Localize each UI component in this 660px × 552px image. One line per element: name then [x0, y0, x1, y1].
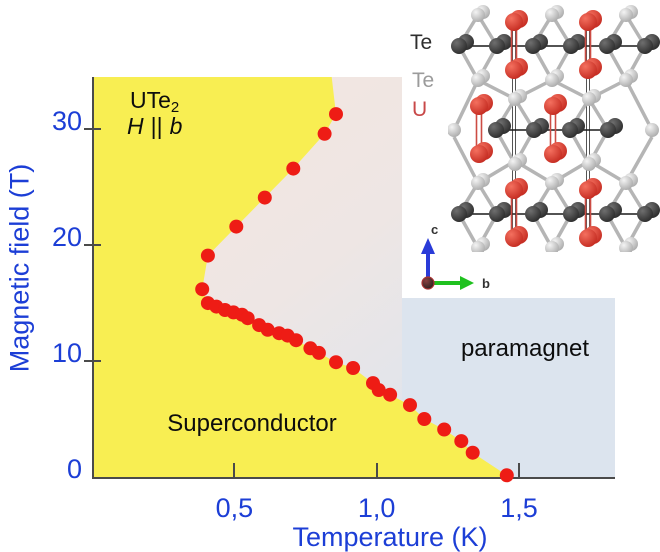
data-point	[229, 219, 244, 234]
data-point	[260, 322, 275, 337]
crystal-band-bottom	[449, 171, 660, 252]
crystal-axes-indicator: c b	[421, 222, 490, 291]
data-point	[329, 355, 343, 370]
x-tick-mark	[375, 463, 378, 477]
data-point	[289, 333, 304, 348]
data-point	[195, 282, 210, 297]
data-point	[317, 126, 332, 141]
crystal-cell-edges	[512, 14, 590, 242]
data-point	[329, 107, 343, 122]
x-tick-label: 1,5	[500, 493, 538, 523]
data-point	[454, 434, 469, 449]
field-direction-label: H || b	[127, 113, 183, 139]
superconductor-region	[94, 77, 507, 477]
legend-te-gray: Te	[412, 69, 435, 92]
data-point	[417, 412, 432, 426]
data-point	[371, 383, 386, 397]
y-tick-label: 30	[51, 106, 82, 137]
y-tick-mark	[84, 128, 101, 131]
data-point	[437, 422, 452, 437]
x-tick-mark	[518, 463, 521, 477]
x-tick-label: 1,0	[357, 493, 396, 523]
x-tick-label: 0,5	[215, 493, 254, 523]
data-point	[383, 387, 398, 402]
a-axis-origin-dot	[421, 276, 435, 290]
phase-boundary-points	[195, 107, 514, 483]
data-point	[240, 311, 255, 326]
crystal-band-middle	[448, 87, 659, 173]
y-tick-label: 0	[66, 454, 82, 484]
b-axis-label: b	[482, 276, 490, 291]
crystal-structure-image	[448, 3, 660, 252]
x-tick-mark	[233, 463, 236, 477]
x-axis-title: Temperature (K)	[292, 522, 488, 552]
data-point	[200, 248, 215, 263]
y-tick-label: 20	[51, 222, 82, 253]
c-axis-label: c	[431, 222, 438, 237]
data-point	[311, 345, 326, 360]
legend-u: U	[412, 98, 428, 121]
data-point	[346, 361, 361, 375]
y-tick-mark	[84, 360, 101, 363]
compound-subscript: 2	[171, 99, 179, 116]
compound-label: UTe2	[130, 87, 179, 116]
data-point	[286, 161, 301, 176]
y-axis-title: Magnetic field (T)	[4, 163, 35, 373]
y-tick-label: 10	[51, 338, 82, 369]
paramagnet-region-label: paramagnet	[461, 335, 589, 362]
y-tick-mark	[84, 244, 101, 247]
data-point	[403, 398, 417, 413]
data-point	[499, 468, 514, 483]
crystal-band-top	[449, 3, 660, 89]
b-axis-arrowhead	[460, 276, 474, 290]
data-point	[465, 445, 480, 460]
c-axis-arrowhead	[421, 238, 435, 254]
superconductor-region-label: Superconductor	[167, 410, 336, 437]
data-point	[257, 190, 272, 205]
legend-te-dark: Te	[410, 31, 433, 54]
